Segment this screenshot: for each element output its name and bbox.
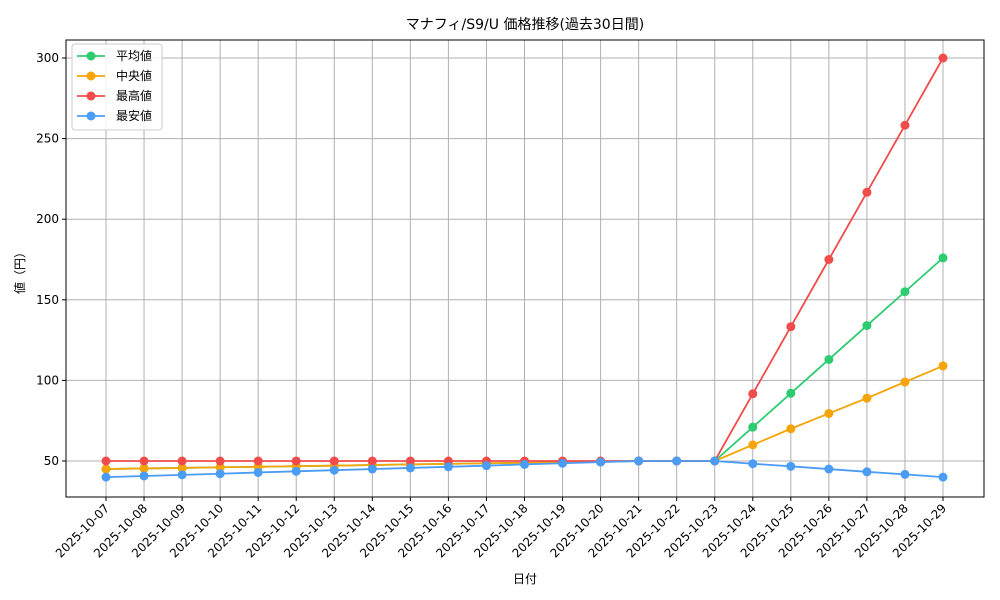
legend-marker-icon xyxy=(86,51,96,61)
data-point-marker xyxy=(748,440,758,450)
data-point-marker xyxy=(824,354,834,364)
data-point-marker xyxy=(481,461,491,471)
data-point-marker xyxy=(786,424,796,434)
data-point-marker xyxy=(672,456,682,466)
data-point-marker xyxy=(748,389,758,399)
data-point-marker xyxy=(215,462,225,472)
data-point-marker xyxy=(938,361,948,371)
y-axis-ticks: 50 100 150 200 250 300 xyxy=(36,51,66,468)
data-point-marker xyxy=(862,321,872,331)
legend-item: 最安値 xyxy=(77,108,152,123)
data-point-marker xyxy=(177,470,187,480)
legend-marker-icon xyxy=(86,91,96,101)
legend-item: 中央値 xyxy=(77,68,152,83)
data-point-marker xyxy=(177,456,187,466)
y-tick-label: 300 xyxy=(36,51,59,65)
data-point-marker xyxy=(101,472,111,482)
legend-item: 平均値 xyxy=(77,48,152,63)
y-tick-label: 50 xyxy=(44,454,59,468)
data-point-marker xyxy=(596,457,606,467)
data-point-marker xyxy=(177,463,187,473)
data-point-marker xyxy=(520,459,529,469)
data-point-marker xyxy=(139,456,149,466)
grid-lines xyxy=(66,40,984,497)
data-point-marker xyxy=(253,456,263,466)
data-point-marker xyxy=(215,456,225,466)
data-point-marker xyxy=(329,456,339,466)
data-point-marker xyxy=(253,467,263,477)
series-3 xyxy=(101,456,948,482)
data-point-marker xyxy=(786,322,796,332)
data-point-marker xyxy=(786,388,796,398)
data-point-marker xyxy=(900,120,910,130)
data-point-marker xyxy=(900,287,910,297)
legend-label: 平均値 xyxy=(116,48,152,63)
data-point-marker xyxy=(634,456,644,466)
data-point-marker xyxy=(710,456,720,466)
data-point-marker xyxy=(291,456,301,466)
data-point-marker xyxy=(862,393,872,403)
legend-label: 中央値 xyxy=(116,68,152,83)
series-lines xyxy=(101,53,948,482)
x-axis-ticks: 2025-10-072025-10-082025-10-092025-10-10… xyxy=(53,497,949,560)
legend-box xyxy=(71,43,163,131)
data-point-marker xyxy=(900,469,910,479)
y-tick-label: 100 xyxy=(36,373,59,387)
data-point-marker xyxy=(215,469,225,479)
legend-marker-icon xyxy=(86,111,96,121)
legend-marker-icon xyxy=(86,71,96,81)
data-point-marker xyxy=(139,463,149,473)
y-axis-label: 値（円） xyxy=(12,246,27,294)
data-point-marker xyxy=(101,456,111,466)
data-point-marker xyxy=(862,467,872,477)
data-point-marker xyxy=(367,464,377,474)
legend-label: 最安値 xyxy=(116,108,152,123)
y-tick-label: 200 xyxy=(36,212,59,226)
data-point-marker xyxy=(291,466,301,476)
y-tick-label: 150 xyxy=(36,293,59,307)
data-point-marker xyxy=(900,377,910,387)
data-point-marker xyxy=(938,472,948,482)
data-point-marker xyxy=(443,462,453,472)
data-point-marker xyxy=(101,464,111,474)
data-point-marker xyxy=(558,458,568,468)
data-point-marker xyxy=(405,463,415,473)
y-tick-label: 250 xyxy=(36,132,59,146)
data-point-marker xyxy=(938,253,948,263)
legend-label: 最高値 xyxy=(116,88,152,103)
data-point-marker xyxy=(748,459,758,469)
data-point-marker xyxy=(786,461,796,471)
data-point-marker xyxy=(367,456,377,466)
data-point-marker xyxy=(862,187,872,197)
data-point-marker xyxy=(748,422,758,432)
data-point-marker xyxy=(824,255,834,264)
data-point-marker xyxy=(139,471,149,481)
x-axis-label: 日付 xyxy=(513,572,537,586)
legend-item: 最高値 xyxy=(77,88,152,103)
data-point-marker xyxy=(329,465,339,475)
data-point-marker xyxy=(824,464,834,474)
data-point-marker xyxy=(405,456,415,466)
data-point-marker xyxy=(938,53,948,63)
chart-title: マナフィ/S9/U 価格推移(過去30日間) xyxy=(406,17,644,33)
data-point-marker xyxy=(824,408,834,418)
